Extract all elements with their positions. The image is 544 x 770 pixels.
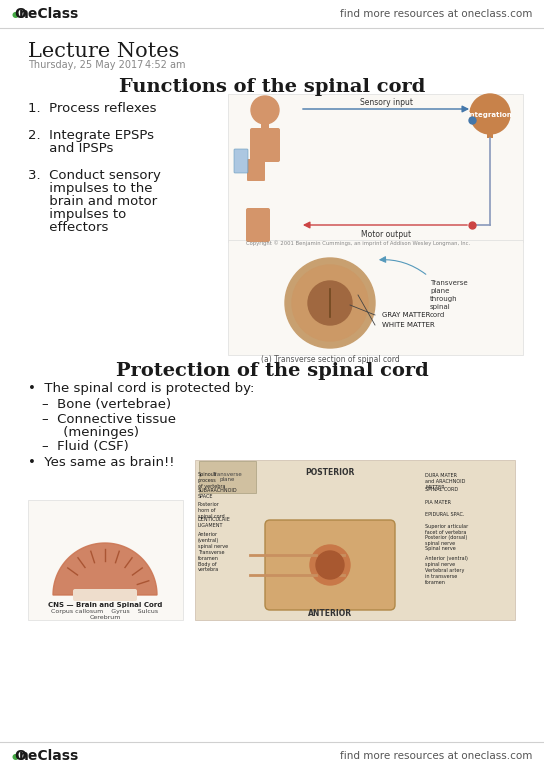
Text: •  The spinal cord is protected by:: • The spinal cord is protected by: — [28, 382, 255, 395]
Text: –  Bone (vertebrae): – Bone (vertebrae) — [42, 398, 171, 411]
Text: DURA MATER
and ARACHNOID
MATTER: DURA MATER and ARACHNOID MATTER — [425, 473, 465, 490]
Text: Superior articular
facet of vertebra: Superior articular facet of vertebra — [425, 524, 468, 535]
Text: EPIDURAL SPAC.: EPIDURAL SPAC. — [425, 512, 465, 517]
Text: 4:52 am: 4:52 am — [145, 60, 186, 70]
Text: Spinal nerve: Spinal nerve — [425, 546, 456, 551]
Text: (meninges): (meninges) — [42, 426, 139, 439]
Circle shape — [308, 281, 352, 325]
Circle shape — [292, 265, 368, 341]
Text: Transverse
plane
through
spinal
cord: Transverse plane through spinal cord — [430, 280, 468, 318]
Text: ●: ● — [12, 752, 19, 761]
Text: Transverse
foramen
Body of
vertebra: Transverse foramen Body of vertebra — [198, 550, 225, 572]
Text: Corpus callosum    Gyrus    Sulcus: Corpus callosum Gyrus Sulcus — [52, 609, 158, 614]
Text: •  Yes same as brain!!: • Yes same as brain!! — [28, 456, 175, 469]
FancyBboxPatch shape — [228, 240, 523, 355]
Circle shape — [470, 94, 510, 134]
FancyBboxPatch shape — [487, 124, 493, 138]
Text: Motor output: Motor output — [361, 230, 411, 239]
Text: Anterior
(ventral)
spinal nerve: Anterior (ventral) spinal nerve — [198, 532, 228, 548]
FancyBboxPatch shape — [0, 0, 544, 28]
Text: SUBARACHNOID
SPACE: SUBARACHNOID SPACE — [198, 488, 238, 499]
Circle shape — [310, 545, 350, 585]
Text: POSTERIOR: POSTERIOR — [305, 468, 355, 477]
Text: find more resources at oneclass.com: find more resources at oneclass.com — [339, 751, 532, 761]
Text: brain and motor: brain and motor — [28, 195, 157, 208]
FancyBboxPatch shape — [28, 500, 183, 620]
Polygon shape — [53, 543, 157, 595]
Text: Sensory input: Sensory input — [360, 98, 412, 107]
Text: –  Fluid (CSF): – Fluid (CSF) — [42, 440, 129, 453]
Text: 1.  Process reflexes: 1. Process reflexes — [28, 102, 157, 115]
Text: Spinous
process
of vertebra: Spinous process of vertebra — [198, 472, 226, 489]
Text: –  Connective tissue: – Connective tissue — [42, 413, 176, 426]
Text: DENTICULAIE
LIGAMENT: DENTICULAIE LIGAMENT — [198, 517, 231, 527]
Text: ●: ● — [12, 9, 19, 18]
Text: Anterior (ventral)
spinal nerve: Anterior (ventral) spinal nerve — [425, 556, 468, 567]
Text: neClass: neClass — [19, 749, 79, 763]
Text: Protection of the spinal cord: Protection of the spinal cord — [116, 362, 428, 380]
Text: effectors: effectors — [28, 221, 108, 234]
Text: Posterior
horn of
spinal cord: Posterior horn of spinal cord — [198, 502, 225, 519]
FancyBboxPatch shape — [234, 149, 248, 173]
Text: impulses to the: impulses to the — [28, 182, 152, 195]
Text: Functions of the spinal cord: Functions of the spinal cord — [119, 78, 425, 96]
FancyBboxPatch shape — [247, 159, 265, 181]
Text: 3.  Conduct sensory: 3. Conduct sensory — [28, 169, 161, 182]
Text: Transverse
plane: Transverse plane — [212, 471, 242, 482]
FancyBboxPatch shape — [0, 28, 544, 742]
Text: O: O — [14, 7, 26, 21]
FancyBboxPatch shape — [250, 128, 280, 162]
Text: and IPSPs: and IPSPs — [28, 142, 113, 155]
FancyBboxPatch shape — [246, 208, 270, 242]
Text: CNS — Brain and Spinal Cord: CNS — Brain and Spinal Cord — [48, 602, 162, 608]
Text: find more resources at oneclass.com: find more resources at oneclass.com — [339, 9, 532, 19]
Text: SPINAL CORD: SPINAL CORD — [425, 487, 458, 492]
FancyBboxPatch shape — [261, 113, 269, 129]
FancyBboxPatch shape — [195, 460, 515, 620]
Text: Integration: Integration — [468, 112, 512, 118]
Circle shape — [251, 96, 279, 124]
Circle shape — [316, 551, 344, 579]
Text: impulses to: impulses to — [28, 208, 126, 221]
Text: Thursday, 25 May 2017: Thursday, 25 May 2017 — [28, 60, 144, 70]
Text: WHITE MATTER: WHITE MATTER — [382, 322, 435, 328]
FancyBboxPatch shape — [265, 520, 395, 610]
Text: Posterior (dorsal)
spinal nerve: Posterior (dorsal) spinal nerve — [425, 535, 467, 546]
Text: (a) Transverse section of spinal cord: (a) Transverse section of spinal cord — [261, 355, 399, 364]
Circle shape — [285, 258, 375, 348]
Text: O: O — [14, 749, 26, 763]
FancyBboxPatch shape — [199, 461, 256, 493]
FancyBboxPatch shape — [0, 742, 544, 770]
Text: Copyright © 2001 Benjamin Cummings, an imprint of Addison Wesley Longman, Inc.: Copyright © 2001 Benjamin Cummings, an i… — [246, 240, 470, 246]
FancyBboxPatch shape — [73, 589, 137, 601]
FancyBboxPatch shape — [228, 94, 523, 242]
Text: Cerebrum: Cerebrum — [89, 615, 121, 620]
Text: ANTERIOR: ANTERIOR — [308, 609, 352, 618]
Text: 2.  Integrate EPSPs: 2. Integrate EPSPs — [28, 129, 154, 142]
Text: Vertebral artery
in transverse
foramen: Vertebral artery in transverse foramen — [425, 568, 465, 584]
Text: neClass: neClass — [19, 7, 79, 21]
Text: Lecture Notes: Lecture Notes — [28, 42, 180, 61]
Text: PIA MATER: PIA MATER — [425, 500, 451, 505]
Text: GRAY MATTER: GRAY MATTER — [382, 312, 430, 318]
